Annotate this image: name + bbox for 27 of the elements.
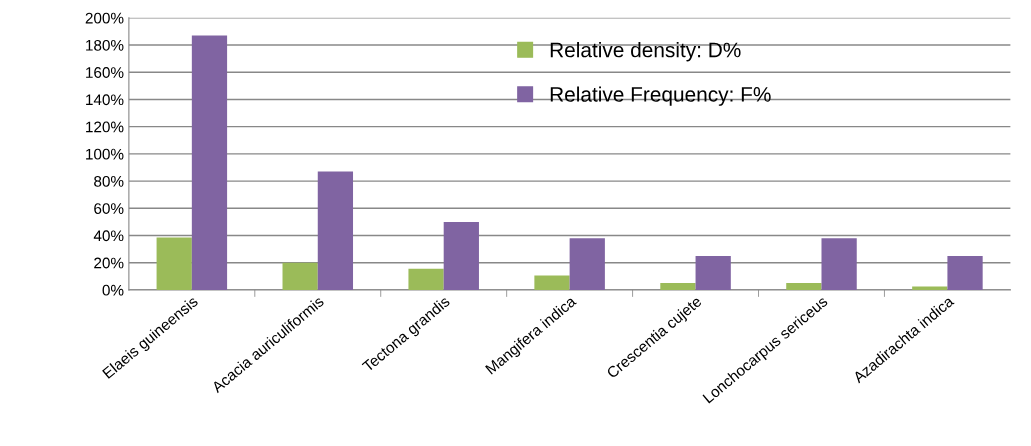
bar — [534, 275, 570, 290]
legend-label: Relative Frequency: F% — [550, 86, 771, 106]
bar — [660, 283, 696, 290]
y-tick-label: 60% — [94, 203, 124, 214]
y-tick-label: 80% — [94, 175, 124, 187]
y-tick-label: 200% — [85, 12, 124, 24]
bar — [786, 283, 822, 290]
y-tick-label: 0% — [102, 284, 124, 296]
y-tick-label: 140% — [86, 94, 124, 106]
bar — [408, 268, 444, 290]
bar — [947, 255, 983, 290]
y-tick-label: 40% — [93, 230, 124, 242]
bar — [317, 171, 354, 290]
y-tick-label: 180% — [86, 39, 124, 51]
bar — [569, 238, 605, 290]
bar — [443, 221, 479, 290]
bar — [282, 262, 318, 290]
bar — [912, 286, 948, 290]
legend-label: Relative density: D% — [550, 42, 741, 62]
y-tick-label: 100% — [86, 148, 124, 160]
y-tick-label: 120% — [86, 121, 124, 133]
bar — [695, 255, 731, 290]
bar — [821, 238, 857, 290]
y-tick-label: 160% — [86, 67, 124, 78]
bar — [191, 35, 228, 290]
y-tick-label: 20% — [94, 257, 124, 269]
bar — [156, 237, 192, 290]
